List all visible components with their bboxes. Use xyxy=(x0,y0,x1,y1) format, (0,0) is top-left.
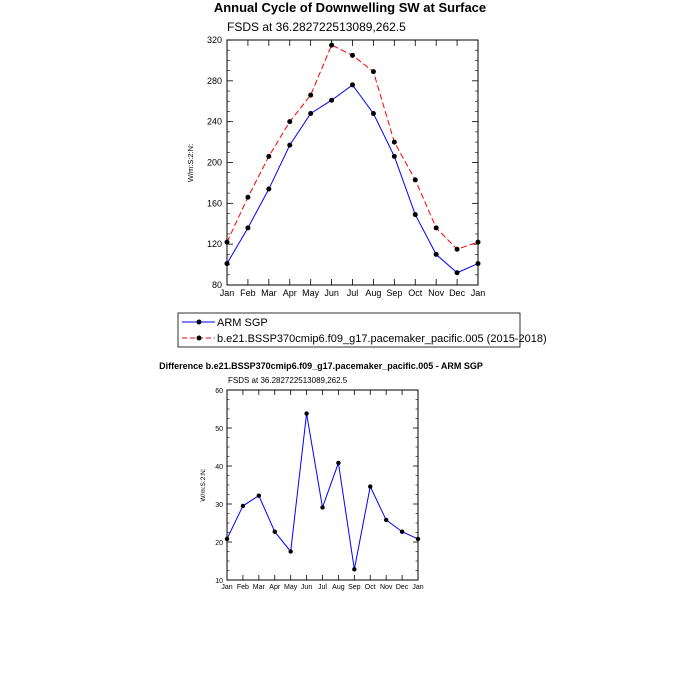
chart1-title: Annual Cycle of Downwelling SW at Surfac… xyxy=(214,0,486,15)
legend-box xyxy=(177,312,521,348)
chart1-data-point xyxy=(475,261,481,267)
chart2-data-point xyxy=(304,411,309,416)
chart2-data-point xyxy=(272,529,277,534)
chart1-x-tick-label: Dec xyxy=(449,288,466,298)
chart1-data-point xyxy=(287,119,293,125)
chart2-data-point xyxy=(320,505,325,510)
chart2-x-tick-label: Sep xyxy=(348,584,361,591)
chart2-y-tick-label: 40 xyxy=(215,464,223,471)
chart1-y-tick-label: 80 xyxy=(212,280,222,290)
chart1-y-tick-label: 320 xyxy=(207,35,222,45)
chart2-data-point xyxy=(288,549,293,554)
chart2-title: Difference b.e21.BSSP370cmip6.f09_g17.pa… xyxy=(159,361,483,371)
chart2-x-tick-label: Feb xyxy=(237,584,249,591)
chart1-data-point xyxy=(412,177,418,183)
chart2-x-tick-label: May xyxy=(284,584,298,591)
chart1-legend: ARM SGP b.e21.BSSP370cmip6.f09_g17.pacem… xyxy=(177,312,547,348)
chart1-y-tick-label: 160 xyxy=(207,198,222,208)
chart2-data-point xyxy=(256,493,262,498)
chart1-data-point xyxy=(433,225,439,231)
chart2-y-tick-label: 60 xyxy=(215,388,223,395)
chart1-x-tick-label: Nov xyxy=(428,288,445,298)
chart1-data-point xyxy=(350,82,355,88)
legend-label-pacemaker: b.e21.BSSP370cmip6.f09_g17.pacemaker_pac… xyxy=(217,333,547,345)
chart2-subtitle: FSDS at 36.282722513089,262.5 xyxy=(228,376,348,385)
chart1-data-point xyxy=(308,111,314,116)
chart1-data-point xyxy=(350,52,355,58)
chart2-x-tick-label: Apr xyxy=(269,584,281,591)
chart2-y-tick-label: 30 xyxy=(215,502,223,509)
chart2-x-tick-label: Dec xyxy=(396,584,409,591)
chart1-data-point xyxy=(475,239,481,245)
chart1-x-tick-label: Feb xyxy=(240,288,256,298)
chart1-subtitle: FSDS at 36.282722513089,262.5 xyxy=(227,20,406,34)
chart1-data-point xyxy=(329,42,335,48)
legend-marker-arm-sgp xyxy=(196,319,202,325)
chart1-y-tick-label: 240 xyxy=(207,117,222,127)
chart1-data-point xyxy=(329,97,335,103)
legend-marker-pacemaker xyxy=(196,335,202,341)
chart1-data-point xyxy=(266,186,272,192)
chart1-x-tick-label: Aug xyxy=(365,288,381,298)
chart2-plot-area: Jan Feb Mar Apr May Jun Jul Aug Sep Oct Nov Dec Jan1… xyxy=(215,388,424,591)
chart1-x-tick-label: Apr xyxy=(283,288,297,298)
chart1-data-point xyxy=(391,153,397,159)
chart2-data-point xyxy=(336,460,341,466)
chart2-data-point xyxy=(399,529,405,534)
chart1-x-tick-label: Jul xyxy=(347,288,359,298)
legend-label-arm-sgp: ARM SGP xyxy=(217,317,268,329)
chart1-data-point xyxy=(245,225,251,231)
chart2-data-point xyxy=(383,517,389,523)
chart1-series-line-0 xyxy=(226,84,479,274)
chart1-x-tick-label: May xyxy=(302,288,320,298)
chart2-data-point xyxy=(224,536,230,542)
chart1-y-tick-label: 200 xyxy=(207,158,222,168)
chart1-y-axis-label: W/m:S:2:N: xyxy=(186,144,195,182)
chart1-data-point xyxy=(287,142,293,148)
chart1-data-point xyxy=(245,194,251,200)
chart2-data-point xyxy=(352,567,357,572)
chart1-data-point xyxy=(454,270,460,276)
chart2-y-axis-label: W/m:S:2:N: xyxy=(200,468,207,501)
chart1-data-point xyxy=(266,153,272,159)
chart2-x-tick-label: Jan xyxy=(412,584,423,591)
chart2-data-point xyxy=(415,536,421,542)
chart2-x-tick-label: Jul xyxy=(318,584,327,591)
chart2-x-tick-label: Mar xyxy=(253,584,266,591)
chart1-data-point xyxy=(224,239,230,245)
chart1-data-point xyxy=(454,246,460,252)
chart2-x-tick-label: Aug xyxy=(332,584,345,591)
chart2-plot-frame xyxy=(226,389,419,581)
chart2-y-tick-label: 50 xyxy=(215,426,223,433)
chart1-data-point xyxy=(224,261,230,267)
chart1-data-point xyxy=(412,212,418,218)
chart1-data-point xyxy=(370,111,376,116)
chart2-x-tick-label: Jan xyxy=(221,584,232,591)
chart1-data-point xyxy=(308,92,314,98)
chart1-y-tick-label: 280 xyxy=(207,76,222,86)
chart1-data-point xyxy=(391,139,397,145)
chart2-y-tick-label: 20 xyxy=(215,540,223,547)
chart1-plot-frame xyxy=(226,39,479,286)
chart1-x-tick-label: Jan xyxy=(471,288,486,298)
chart1-y-tick-label: 120 xyxy=(207,239,222,249)
chart1-series-line-1 xyxy=(226,44,479,250)
chart1-x-tick-label: Oct xyxy=(408,288,423,298)
chart1-data-point xyxy=(433,251,439,257)
chart2-series-line-0 xyxy=(226,413,419,570)
chart2-x-tick-label: Jun xyxy=(301,584,312,591)
chart2-x-tick-label: Oct xyxy=(365,584,376,591)
chart1-data-point xyxy=(370,69,376,75)
chart1-x-tick-label: Mar xyxy=(261,288,277,298)
chart2-x-tick-label: Nov xyxy=(380,584,393,591)
chart2-data-point xyxy=(368,484,373,489)
chart1-x-tick-label: Jun xyxy=(324,288,339,298)
chart2-y-tick-label: 10 xyxy=(215,578,223,585)
chart2-data-point xyxy=(240,503,246,509)
chart1-x-tick-label: Jan xyxy=(220,288,235,298)
chart1-x-tick-label: Sep xyxy=(386,288,402,298)
chart1-plot-area: Jan Feb Mar Apr May Jun Jul Aug Sep Oct Nov Dec Jan8… xyxy=(207,35,485,298)
